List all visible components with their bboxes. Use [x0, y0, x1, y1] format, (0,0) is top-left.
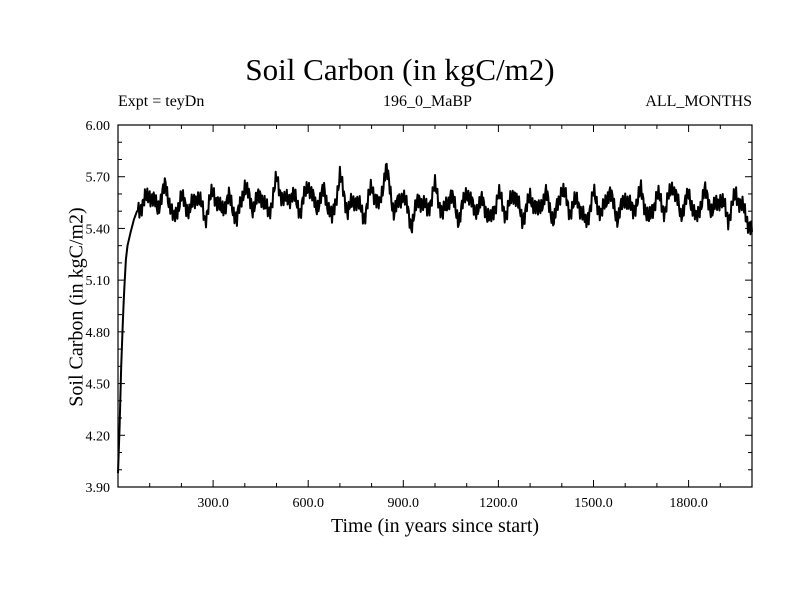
series-line — [117, 162, 753, 474]
experiment-label: Expt = teyDn — [118, 93, 205, 110]
chart-title: Soil Carbon (in kgC/m2) — [245, 52, 555, 87]
y-tick-label: 4.20 — [86, 429, 111, 444]
x-tick-label: 600.0 — [292, 496, 324, 511]
x-axis-label: Time (in years since start) — [330, 515, 540, 537]
y-tick-label: 5.70 — [86, 171, 111, 186]
series-group — [117, 162, 753, 474]
x-tick-label: 1200.0 — [479, 496, 518, 511]
y-tick-label: 4.80 — [86, 326, 111, 341]
y-tick-label: 4.50 — [86, 378, 111, 393]
x-tick-label: 1800.0 — [669, 496, 708, 511]
axis-ticks: 3.90 4.20 4.50 4.80 5.10 5.40 5.70 6.00 300.0 600… — [86, 119, 752, 511]
x-tick-label: 900.0 — [388, 496, 420, 511]
y-tick-label: 5.40 — [86, 222, 111, 237]
months-label: ALL_MONTHS — [645, 93, 752, 110]
period-label: 196_0_MaBP — [383, 93, 472, 110]
x-tick-label: 300.0 — [197, 496, 229, 511]
y-tick-label: 6.00 — [86, 119, 111, 134]
y-tick-label: 3.90 — [86, 481, 111, 496]
y-tick-label: 5.10 — [86, 274, 111, 289]
x-tick-label: 1500.0 — [574, 496, 613, 511]
